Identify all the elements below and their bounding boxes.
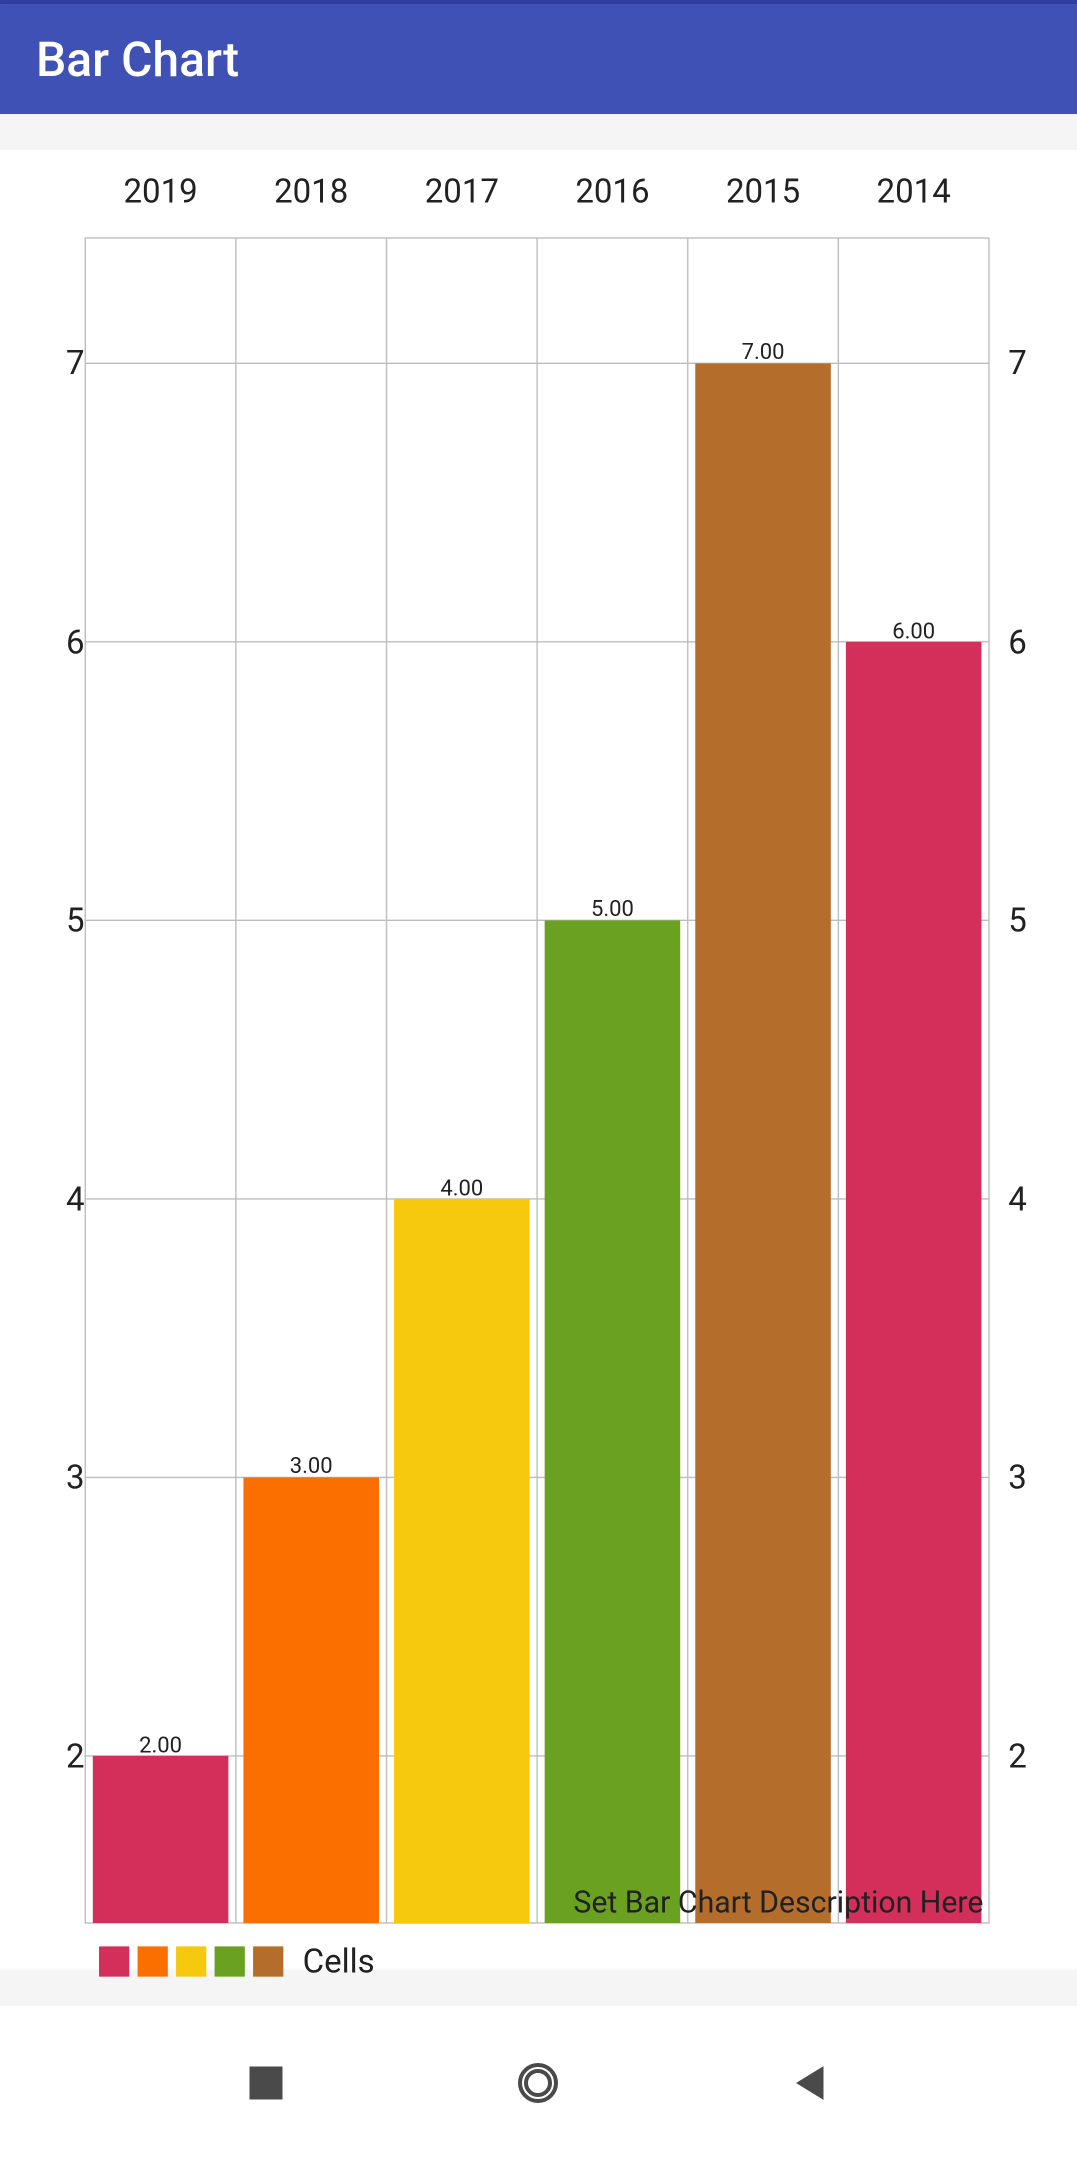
nav-back-button[interactable] xyxy=(789,2061,833,2109)
bar-value-label: 2.00 xyxy=(139,1731,182,1757)
chart-description: Set Bar Chart Description Here xyxy=(573,1887,983,1921)
bar-value-label: 3.00 xyxy=(290,1453,333,1479)
y-tick-label-right: 3 xyxy=(1008,1458,1027,1497)
y-tick-label-right: 2 xyxy=(1008,1737,1027,1776)
bar[interactable] xyxy=(695,363,831,1923)
category-label: 2016 xyxy=(575,172,649,211)
category-label: 2015 xyxy=(726,172,800,211)
legend-swatch xyxy=(215,1946,245,1976)
legend-swatch xyxy=(99,1946,129,1976)
y-tick-label-right: 7 xyxy=(1008,344,1027,383)
category-label: 2014 xyxy=(877,172,951,211)
android-nav-bar xyxy=(0,2010,1077,2160)
app-bar-title: Bar Chart xyxy=(36,31,239,88)
app-bar: Bar Chart xyxy=(0,4,1077,114)
legend-swatch xyxy=(253,1946,283,1976)
y-tick-label-right: 4 xyxy=(1008,1180,1027,1219)
category-label: 2018 xyxy=(274,172,348,211)
bar-value-label: 7.00 xyxy=(742,339,785,365)
nav-home-button[interactable] xyxy=(516,2061,560,2109)
circle-outline-icon xyxy=(516,2061,560,2105)
y-tick-label-right: 6 xyxy=(1008,623,1027,662)
category-label: 2019 xyxy=(123,172,197,211)
legend: Cells xyxy=(99,1942,375,1981)
y-tick-label-right: 5 xyxy=(1008,901,1027,940)
legend-swatch xyxy=(138,1946,168,1976)
content-area: 2019201820172016201520142233445566772.00… xyxy=(0,114,1077,2006)
triangle-left-icon xyxy=(789,2061,833,2105)
bar[interactable] xyxy=(93,1756,229,1923)
legend-swatch xyxy=(176,1946,206,1976)
square-icon xyxy=(244,2061,288,2105)
bar[interactable] xyxy=(545,920,681,1923)
bar-value-label: 5.00 xyxy=(591,896,634,922)
bar[interactable] xyxy=(243,1477,379,1923)
bar-value-label: 4.00 xyxy=(440,1174,483,1200)
bar[interactable] xyxy=(394,1199,530,1923)
category-label: 2017 xyxy=(425,172,499,211)
legend-label: Cells xyxy=(303,1942,375,1981)
bar[interactable] xyxy=(846,642,982,1923)
nav-recent-button[interactable] xyxy=(244,2061,288,2109)
bar-value-label: 6.00 xyxy=(892,617,935,643)
chart-canvas[interactable]: 2019201820172016201520142233445566772.00… xyxy=(0,150,1077,1970)
